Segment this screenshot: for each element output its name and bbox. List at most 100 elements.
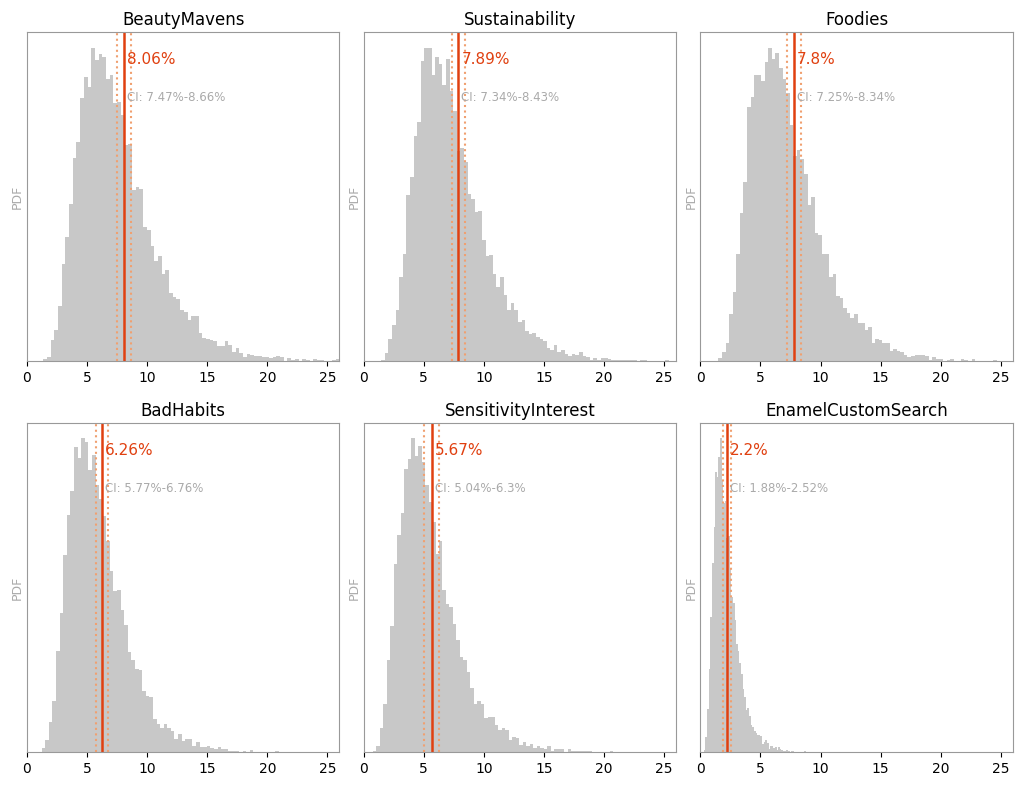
Bar: [736, 644, 737, 752]
Bar: [80, 98, 84, 361]
Bar: [731, 597, 733, 752]
Bar: [73, 158, 77, 361]
Bar: [514, 310, 518, 361]
Bar: [203, 338, 206, 361]
Bar: [418, 446, 422, 752]
Bar: [421, 61, 424, 361]
Bar: [753, 727, 754, 752]
Bar: [868, 327, 871, 361]
Bar: [85, 442, 88, 752]
Bar: [438, 64, 442, 361]
Bar: [191, 316, 195, 361]
Bar: [886, 343, 890, 361]
Bar: [568, 357, 571, 361]
Bar: [135, 669, 138, 752]
Bar: [837, 296, 840, 361]
Bar: [306, 360, 309, 361]
Bar: [518, 322, 521, 361]
Bar: [499, 730, 502, 752]
Bar: [557, 749, 561, 752]
Y-axis label: PDF: PDF: [348, 185, 360, 209]
Bar: [150, 696, 153, 752]
Bar: [703, 750, 706, 752]
Bar: [919, 355, 922, 361]
Bar: [450, 91, 453, 361]
Bar: [224, 341, 228, 361]
Bar: [59, 613, 63, 752]
Bar: [864, 330, 868, 361]
Bar: [818, 235, 822, 361]
Bar: [540, 748, 544, 752]
Bar: [746, 107, 751, 361]
Bar: [550, 349, 554, 361]
Bar: [825, 253, 829, 361]
Bar: [586, 751, 589, 752]
Title: BadHabits: BadHabits: [140, 402, 225, 419]
Bar: [435, 57, 438, 361]
Bar: [564, 354, 568, 361]
Bar: [214, 749, 217, 752]
Bar: [512, 737, 516, 752]
Bar: [529, 744, 534, 752]
Bar: [890, 351, 893, 361]
Bar: [936, 360, 940, 361]
Bar: [243, 751, 246, 752]
Bar: [965, 360, 968, 361]
Bar: [132, 190, 136, 361]
Bar: [568, 749, 571, 752]
Bar: [730, 569, 731, 752]
Bar: [145, 696, 150, 752]
Bar: [484, 718, 487, 752]
Bar: [442, 85, 445, 361]
Bar: [258, 356, 261, 361]
Bar: [142, 691, 145, 752]
Title: BeautyMavens: BeautyMavens: [122, 11, 245, 29]
Bar: [626, 360, 630, 361]
Bar: [719, 457, 720, 752]
Bar: [780, 749, 781, 752]
Bar: [516, 738, 519, 752]
Bar: [509, 741, 512, 752]
Bar: [397, 535, 400, 752]
Bar: [169, 294, 173, 361]
Bar: [500, 277, 504, 361]
Bar: [772, 746, 773, 752]
Bar: [590, 360, 594, 361]
Bar: [768, 48, 772, 361]
Bar: [737, 651, 739, 752]
Bar: [485, 257, 489, 361]
Bar: [272, 357, 276, 361]
Title: EnamelCustomSearch: EnamelCustomSearch: [765, 402, 948, 419]
Bar: [725, 501, 726, 752]
Bar: [128, 652, 131, 752]
Bar: [505, 730, 509, 752]
Bar: [383, 704, 387, 752]
Bar: [615, 360, 618, 361]
Bar: [707, 709, 709, 752]
Bar: [946, 360, 950, 361]
Bar: [604, 358, 608, 361]
Bar: [583, 356, 587, 361]
Bar: [554, 749, 557, 752]
Bar: [765, 62, 768, 361]
Bar: [589, 751, 592, 752]
Y-axis label: PDF: PDF: [684, 185, 697, 209]
Bar: [706, 737, 707, 752]
Bar: [822, 254, 825, 361]
Bar: [587, 357, 590, 361]
Bar: [536, 338, 540, 361]
Bar: [228, 345, 231, 361]
Bar: [594, 358, 597, 361]
Bar: [775, 53, 779, 361]
Bar: [761, 736, 762, 752]
Bar: [47, 357, 50, 361]
Bar: [121, 115, 125, 361]
Bar: [972, 360, 975, 361]
Bar: [857, 323, 861, 361]
Bar: [56, 651, 59, 752]
Bar: [779, 68, 782, 361]
Bar: [180, 310, 184, 361]
Bar: [601, 358, 604, 361]
Bar: [206, 338, 210, 361]
Bar: [399, 277, 402, 361]
